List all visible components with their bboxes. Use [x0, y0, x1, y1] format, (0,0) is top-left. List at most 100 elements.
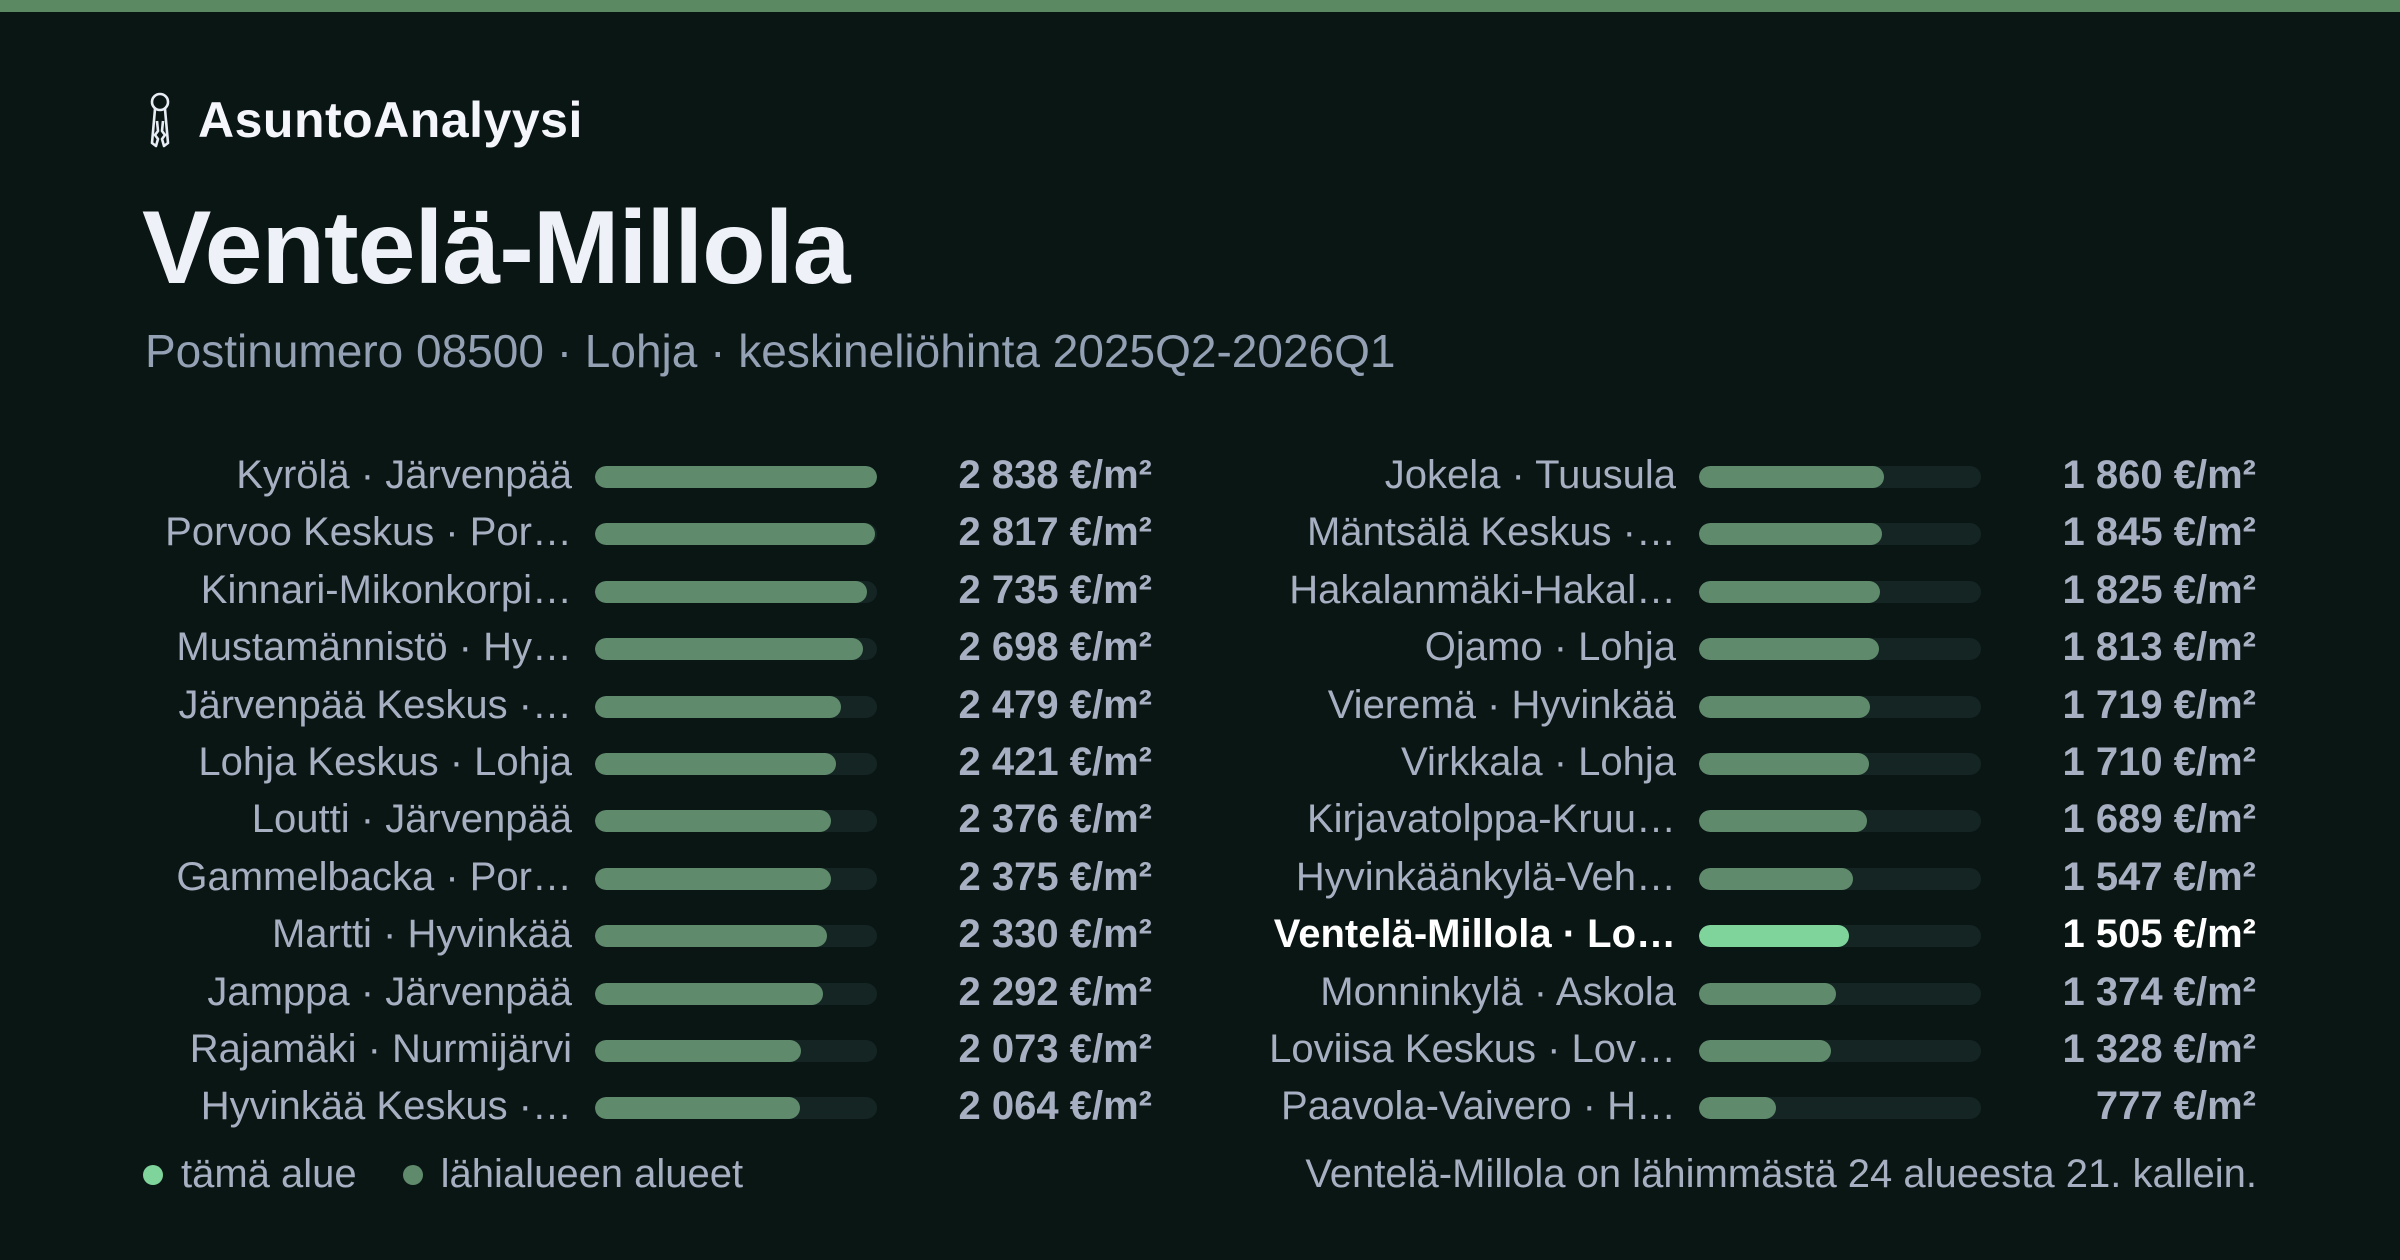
bar — [1699, 810, 1867, 833]
bar-label: Martti · Hyvinkää — [271, 912, 572, 957]
bar-label: Mäntsälä Keskus ·… — [1306, 510, 1676, 555]
bar-value-label: 2 698 €/m² — [958, 625, 1152, 670]
bar-row: Paavola-Vaivero · H… 777 €/m² — [1244, 1078, 2256, 1135]
bar — [595, 982, 823, 1005]
bar-row: Vieremä · Hyvinkää 1 719 €/m² — [1244, 677, 2256, 734]
bar — [595, 695, 842, 718]
bar — [1699, 580, 1881, 603]
bar-row: Hakalanmäki-Hakal… 1 825 €/m² — [1244, 562, 2256, 619]
bar-value-label: 2 838 €/m² — [958, 453, 1152, 497]
bar-track — [595, 810, 877, 833]
bar-row-current: Ventelä-Millola · Lo… 1 505 €/m² — [1244, 906, 2256, 963]
bar-label: Paavola-Vaivero · H… — [1281, 1084, 1676, 1129]
bar-label: Ventelä-Millola · Lo… — [1273, 912, 1676, 957]
bar-track — [1699, 810, 1981, 833]
bar-row: Järvenpää Keskus ·… 2 479 €/m² — [140, 677, 1152, 734]
brand-name: AsuntoAnalyysi — [198, 92, 583, 148]
bar-track — [595, 752, 877, 775]
bar-track — [1699, 638, 1981, 661]
bar-row: Rajamäki · Nurmijärvi 2 073 €/m² — [140, 1021, 1152, 1078]
bar-label: Hyvinkäänkylä-Veh… — [1295, 854, 1676, 899]
bar-value-label: 1 689 €/m² — [2062, 797, 2256, 842]
bar-label: Rajamäki · Nurmijärvi — [189, 1026, 572, 1071]
bar-value-label: 2 479 €/m² — [958, 682, 1152, 727]
legend-item-nearby: lähialueen alueet — [402, 1152, 744, 1197]
bar-track — [1699, 925, 1981, 948]
bar-track — [1699, 982, 1981, 1005]
bar-row: Martti · Hyvinkää 2 330 €/m² — [140, 906, 1152, 963]
bar — [595, 638, 864, 661]
bar — [595, 466, 877, 488]
bar — [595, 1097, 801, 1120]
bar-row: Virkkala · Lohja 1 710 €/m² — [1244, 734, 2256, 791]
bar-track — [595, 466, 877, 488]
bar — [595, 925, 827, 948]
bar-value-label: 2 376 €/m² — [958, 797, 1152, 842]
bar — [595, 523, 875, 546]
bar-value-label: 1 374 €/m² — [2062, 969, 2256, 1014]
bar — [1699, 695, 1870, 718]
bar — [1699, 638, 1880, 661]
bar-row: Kirjavatolppa-Kruu… 1 689 €/m² — [1244, 791, 2256, 848]
bar-row: Mustamännistö · Hy… 2 698 €/m² — [140, 619, 1152, 676]
bar-label: Gammelbacka · Por… — [176, 854, 572, 899]
bar — [1699, 752, 1869, 775]
bar-label: Porvoo Keskus · Por… — [165, 510, 572, 555]
bar-row: Jokela · Tuusula 1 860 €/m² — [1244, 447, 2256, 504]
bar — [1699, 1097, 1777, 1120]
bar-label: Loviisa Keskus · Lov… — [1269, 1026, 1676, 1071]
bar — [595, 810, 832, 833]
bar-value-label: 1 547 €/m² — [2062, 854, 2256, 899]
bar-row: Gammelbacka · Por… 2 375 €/m² — [140, 849, 1152, 906]
bar-label: Loutti · Järvenpää — [251, 797, 572, 842]
bar — [595, 752, 836, 775]
bar-row: Loutti · Järvenpää 2 376 €/m² — [140, 791, 1152, 848]
bar — [595, 1039, 801, 1062]
bar-track — [1699, 867, 1981, 890]
chart-column-right: Jokela · Tuusula 1 860 €/m² Mäntsälä Kesku… — [1244, 447, 2256, 1136]
bar-value-label: 1 845 €/m² — [2062, 510, 2256, 555]
bar-track — [1699, 1097, 1981, 1120]
bar-value-label: 2 330 €/m² — [958, 912, 1152, 957]
bar — [1699, 466, 1884, 488]
legend-label-nearby: lähialueen alueet — [440, 1152, 744, 1196]
bar-row: Monninkylä · Askola 1 374 €/m² — [1244, 964, 2256, 1021]
bar-track — [595, 580, 877, 603]
bar-track — [1699, 466, 1981, 488]
bar-label: Lohja Keskus · Lohja — [198, 739, 572, 784]
page-subtitle: Postinumero 08500 · Lohja · keskineliöhi… — [145, 325, 1396, 377]
bar — [595, 867, 831, 890]
bar-value-label: 777 €/m² — [2095, 1084, 2256, 1129]
bar-value-label: 2 064 €/m² — [958, 1084, 1152, 1129]
bar-label: Hakalanmäki-Hakal… — [1289, 567, 1676, 612]
rank-footnote: Ventelä-Millola on lähimmästä 24 alueest… — [1305, 1152, 2257, 1196]
page-title: Ventelä-Millola — [142, 190, 850, 306]
bar-track — [595, 867, 877, 890]
bar-track — [595, 982, 877, 1005]
bar-track — [595, 1097, 877, 1120]
bar-track — [595, 925, 877, 948]
bar-value-label: 2 292 €/m² — [958, 969, 1152, 1014]
bar-track — [1699, 523, 1981, 546]
bar-track — [595, 695, 877, 718]
bar-row: Hyvinkäänkylä-Veh… 1 547 €/m² — [1244, 849, 2256, 906]
bar-label: Vieremä · Hyvinkää — [1327, 682, 1676, 727]
bar — [1699, 1039, 1831, 1062]
bar-row: Kyrölä · Järvenpää 2 838 €/m² — [140, 447, 1152, 504]
bar — [1699, 523, 1883, 546]
bar-value-label: 1 505 €/m² — [2062, 912, 2256, 957]
bar-value-label: 1 825 €/m² — [2062, 567, 2256, 612]
bar-value-label: 2 073 €/m² — [958, 1026, 1152, 1071]
bar-track — [1699, 580, 1981, 603]
bar-value-label: 2 375 €/m² — [958, 854, 1152, 899]
bar — [1699, 925, 1849, 948]
bar-label: Jamppa · Järvenpää — [207, 969, 572, 1014]
brand: AsuntoAnalyysi — [142, 90, 583, 150]
bar-label: Kirjavatolppa-Kruu… — [1306, 797, 1676, 842]
bar-row: Ojamo · Lohja 1 813 €/m² — [1244, 619, 2256, 676]
bar-label: Kyrölä · Järvenpää — [236, 453, 572, 497]
bar-value-label: 1 813 €/m² — [2062, 625, 2256, 670]
legend-dot-current — [143, 1164, 163, 1185]
chart-legend: tämä alue lähialueen alueet — [143, 1152, 789, 1197]
bar-row: Jamppa · Järvenpää 2 292 €/m² — [140, 964, 1152, 1021]
